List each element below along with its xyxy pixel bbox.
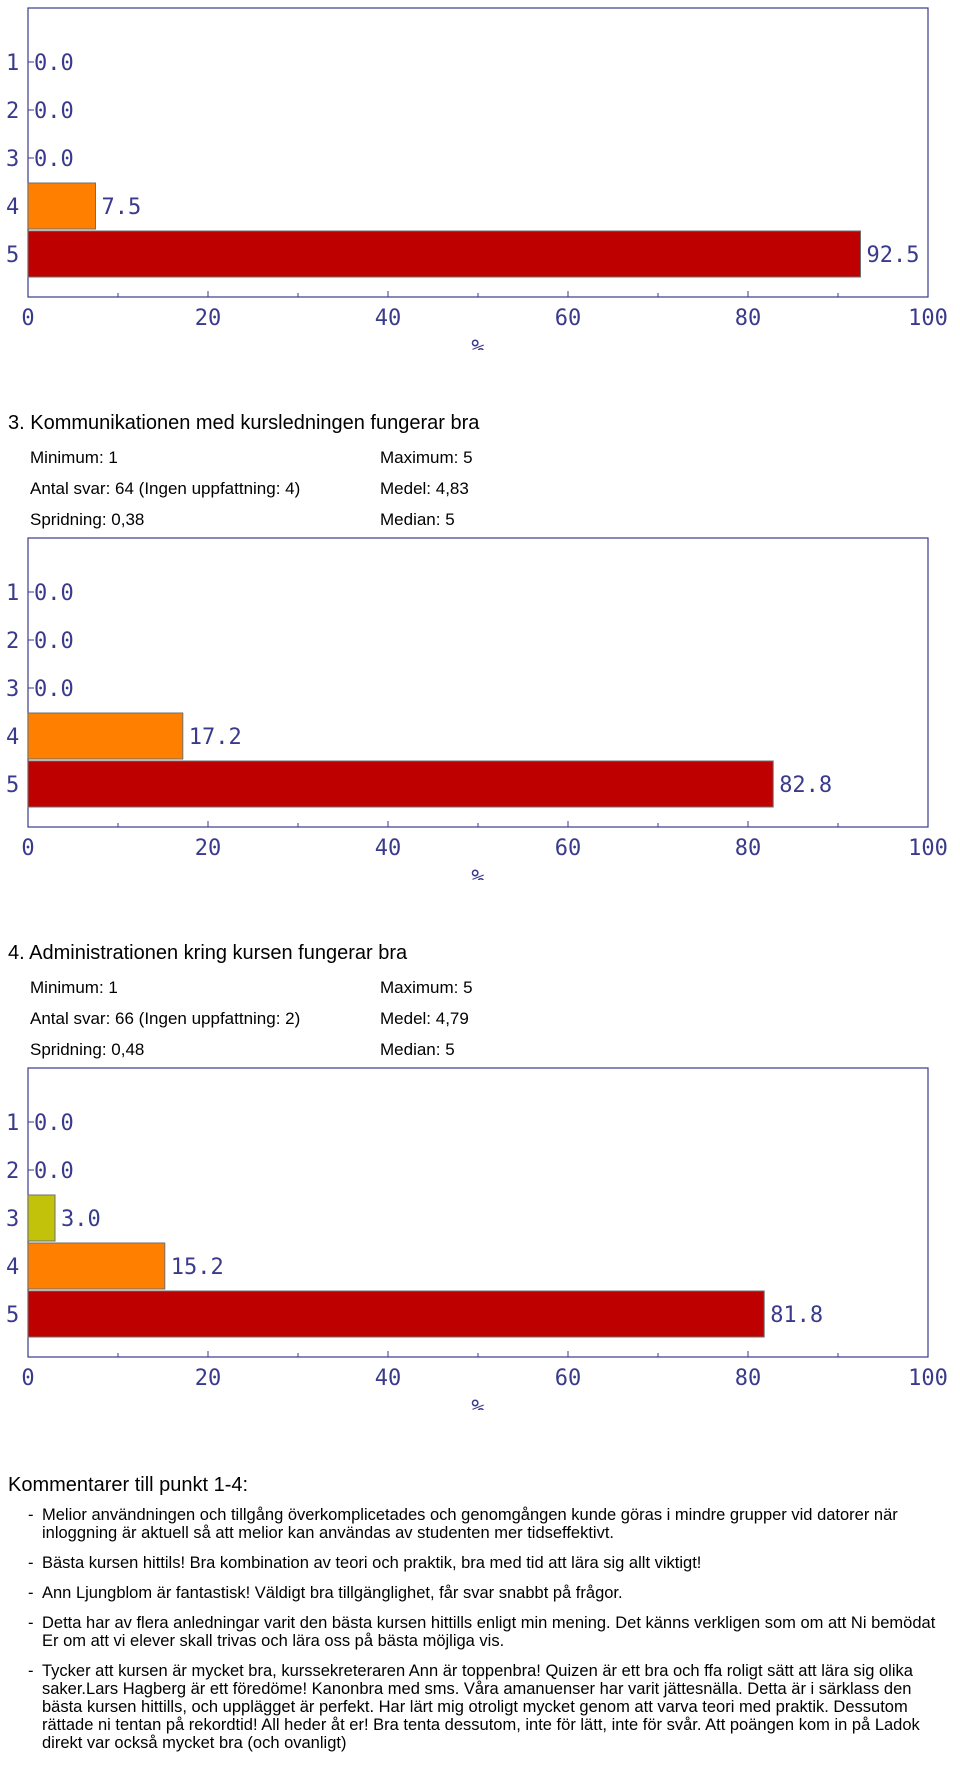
chart-3: 1 0.0 2 0.0 3 3.0 4 15.2 5 81.8 0 20 40 60 80 100%: [0, 1050, 960, 1410]
category-label: 3: [6, 147, 19, 172]
x-axis-label: %: [471, 336, 484, 350]
x-tick-label: 100: [908, 306, 948, 331]
category-label: 3: [6, 677, 19, 702]
value-label: 0.0: [34, 51, 74, 76]
section-4-title: 4. Administrationen kring kursen fungera…: [8, 942, 408, 964]
bar-5: [27, 230, 861, 278]
x-axis-label: %: [471, 866, 484, 880]
x-tick-label: 100: [908, 1366, 948, 1391]
section-3-maximum: Maximum: 5: [380, 448, 473, 467]
category-label: 4: [6, 195, 19, 220]
chart-1: 1 0.0 2 0.0 3 0.0 4 7.5 5 92.5 0 20 40 60 80 100%: [0, 0, 960, 350]
value-label: 7.5: [102, 195, 142, 220]
bar-5: [27, 1290, 765, 1338]
comments-title: Kommentarer till punkt 1-4:: [8, 1474, 249, 1496]
value-label: 82.8: [779, 773, 832, 798]
comment-dash: -: [28, 1506, 34, 1524]
category-label: 1: [6, 51, 19, 76]
value-label: 0.0: [34, 629, 74, 654]
value-label: 92.5: [867, 243, 920, 268]
comment-dash: -: [28, 1554, 34, 1572]
x-tick-label: 0: [21, 1366, 34, 1391]
category-label: 1: [6, 1111, 19, 1136]
category-label: 2: [6, 99, 19, 124]
value-label: 0.0: [34, 147, 74, 172]
category-label: 5: [6, 1303, 19, 1328]
comment-dash: -: [28, 1662, 34, 1680]
x-tick-label: 0: [21, 306, 34, 331]
section-4-spridning: Spridning: 0,48: [30, 1040, 145, 1059]
bar-chart-1: 1 0.0 2 0.0 3 0.0 4 7.5 5 92.5 0 20 40 60 80 100%: [6, 7, 948, 350]
x-tick-label: 20: [195, 306, 222, 331]
comment-item: - Tycker att kursen är mycket bra, kursse…: [28, 1662, 948, 1752]
value-label: 3.0: [61, 1207, 101, 1232]
category-label: 2: [6, 1159, 19, 1184]
category-label: 5: [6, 243, 19, 268]
x-tick-label: 60: [555, 306, 582, 331]
section-3-medel: Medel: 4,83: [380, 479, 469, 498]
value-label: 0.0: [34, 581, 74, 606]
x-tick-label: 40: [375, 1366, 402, 1391]
bar-4: [27, 182, 96, 230]
comment-item: - Bästa kursen hittils! Bra kombination a…: [28, 1554, 948, 1572]
section-3-minimum: Minimum: 1: [30, 448, 118, 467]
value-label: 0.0: [34, 1159, 74, 1184]
bar-4: [27, 712, 184, 760]
x-tick-label: 80: [735, 1366, 762, 1391]
x-tick-label: 40: [375, 306, 402, 331]
bar-chart-2: 1 0.0 2 0.0 3 0.0 4 17.2 5 82.8 0 20 40 60 80 100%: [6, 537, 948, 880]
comment-text: Bästa kursen hittils! Bra kombination av…: [42, 1554, 702, 1572]
x-tick-label: 20: [195, 836, 222, 861]
category-label: 2: [6, 629, 19, 654]
section-4-median: Median: 5: [380, 1040, 455, 1059]
category-label: 5: [6, 773, 19, 798]
section-3-median: Median: 5: [380, 510, 455, 529]
comment-item: - Detta har av flera anledningar varit de…: [28, 1614, 948, 1650]
x-tick-label: 60: [555, 836, 582, 861]
value-label: 0.0: [34, 677, 74, 702]
section-3-title: 3. Kommunikationen med kursledningen fun…: [8, 412, 480, 434]
value-label: 0.0: [34, 99, 74, 124]
comment-text: Detta har av flera anledningar varit den…: [42, 1614, 936, 1650]
value-label: 17.2: [189, 725, 242, 750]
x-tick-label: 40: [375, 836, 402, 861]
bar-5: [27, 760, 774, 808]
value-label: 0.0: [34, 1111, 74, 1136]
chart-2: 1 0.0 2 0.0 3 0.0 4 17.2 5 82.8 0 20 40 60 80 100%: [0, 520, 960, 880]
category-label: 3: [6, 1207, 19, 1232]
section-3-spridning: Spridning: 0,38: [30, 510, 145, 529]
x-tick-label: 0: [21, 836, 34, 861]
x-tick-label: 100: [908, 836, 948, 861]
section-4-maximum: Maximum: 5: [380, 978, 473, 997]
section-4-antal: Antal svar: 66 (Ingen uppfattning: 2): [30, 1009, 301, 1028]
comment-dash: -: [28, 1614, 34, 1632]
section-3-antal: Antal svar: 64 (Ingen uppfattning: 4): [30, 479, 301, 498]
section-4-minimum: Minimum: 1: [30, 978, 118, 997]
comment-text: Tycker att kursen är mycket bra, kurssek…: [42, 1662, 920, 1752]
x-tick-label: 80: [735, 836, 762, 861]
comment-text: Ann Ljungblom är fantastisk! Väldigt bra…: [42, 1584, 623, 1602]
bar-chart-3: 1 0.0 2 0.0 3 3.0 4 15.2 5 81.8 0 20 40 60 80 100%: [6, 1067, 948, 1410]
category-label: 4: [6, 725, 19, 750]
value-label: 81.8: [770, 1303, 823, 1328]
x-tick-label: 80: [735, 306, 762, 331]
x-axis-label: %: [471, 1396, 484, 1410]
comments-list: - Melior användningen och tillgång överko…: [28, 1506, 948, 1764]
category-label: 4: [6, 1255, 19, 1280]
value-label: 15.2: [171, 1255, 224, 1280]
category-label: 1: [6, 581, 19, 606]
comment-item: - Ann Ljungblom är fantastisk! Väldigt br…: [28, 1584, 948, 1602]
bar-3: [27, 1194, 56, 1242]
comment-text: Melior användningen och tillgång överkom…: [42, 1506, 898, 1542]
x-tick-label: 60: [555, 1366, 582, 1391]
comment-item: - Melior användningen och tillgång överko…: [28, 1506, 948, 1542]
bar-4: [27, 1242, 166, 1290]
x-tick-label: 20: [195, 1366, 222, 1391]
comment-dash: -: [28, 1584, 34, 1602]
section-4-medel: Medel: 4,79: [380, 1009, 469, 1028]
